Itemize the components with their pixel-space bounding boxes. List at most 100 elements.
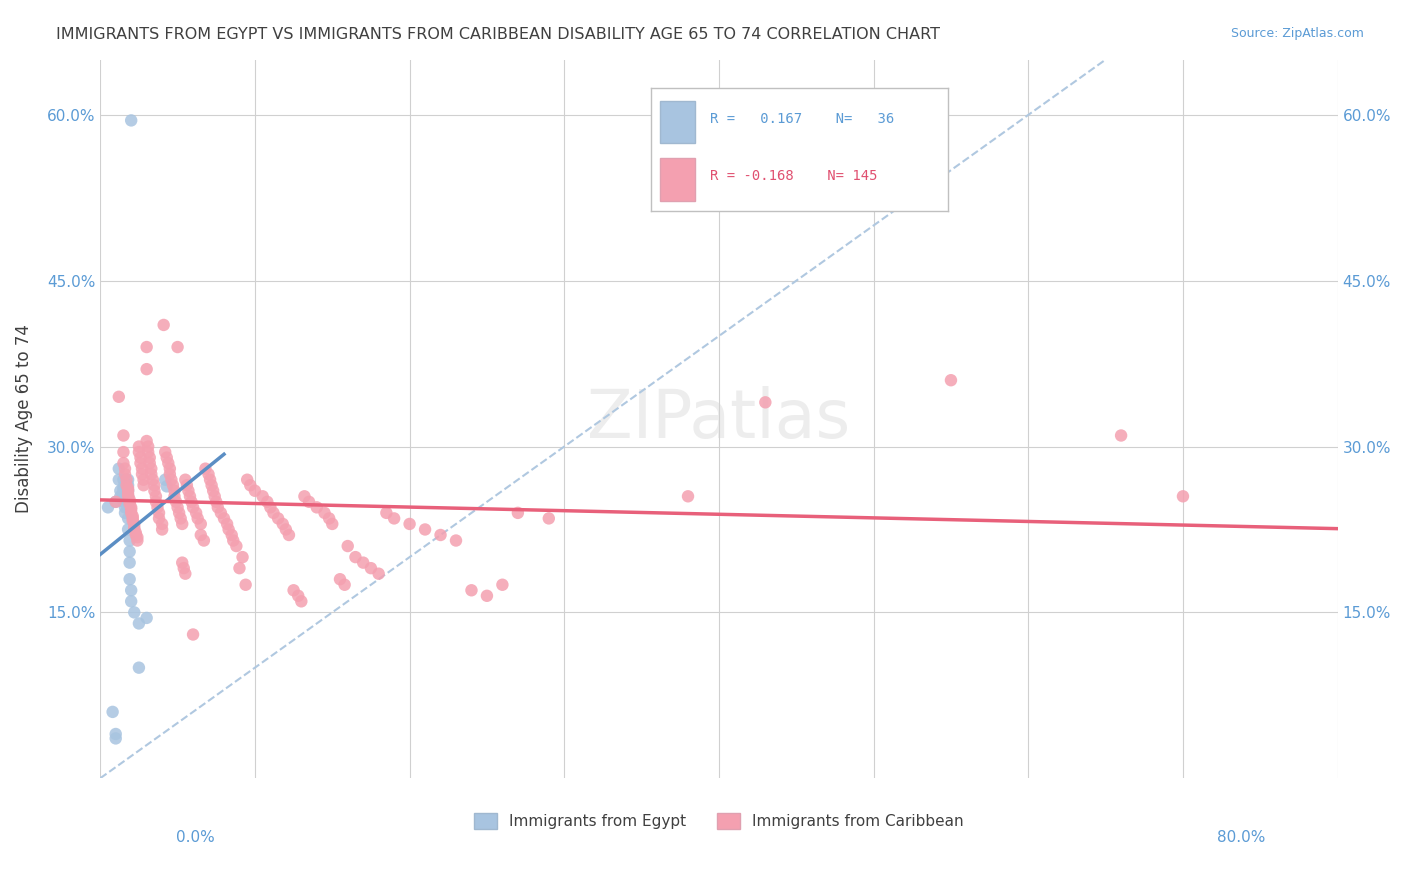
Point <box>120 583 142 598</box>
Point <box>121 509 143 524</box>
Point <box>278 528 301 542</box>
Point <box>117 489 139 503</box>
Point <box>117 500 139 515</box>
Point <box>148 511 170 525</box>
Point <box>205 495 228 509</box>
Point <box>121 514 143 528</box>
Point <box>152 318 174 332</box>
Point <box>160 473 183 487</box>
Point <box>115 478 138 492</box>
Point <box>97 500 120 515</box>
Point <box>104 731 127 746</box>
Point <box>163 483 186 498</box>
Point <box>162 478 184 492</box>
Point <box>128 661 150 675</box>
Point <box>475 589 498 603</box>
Point <box>305 500 328 515</box>
Point <box>939 373 962 387</box>
Point <box>155 445 177 459</box>
Point <box>159 467 181 482</box>
Point <box>174 473 197 487</box>
Point <box>104 495 127 509</box>
Point <box>135 434 157 448</box>
Point <box>201 478 224 492</box>
Point <box>156 450 179 465</box>
Point <box>537 511 560 525</box>
Point <box>352 556 374 570</box>
Point <box>139 450 162 465</box>
Point <box>239 478 262 492</box>
Point <box>259 500 281 515</box>
Point <box>125 525 148 540</box>
Point <box>125 528 148 542</box>
Point <box>129 456 152 470</box>
Point <box>128 440 150 454</box>
Point <box>145 495 167 509</box>
Point <box>145 489 167 503</box>
Point <box>333 578 356 592</box>
Point <box>173 561 195 575</box>
Point <box>117 511 139 525</box>
Point <box>271 516 294 531</box>
Point <box>267 511 290 525</box>
Point <box>114 467 136 482</box>
Point <box>131 461 153 475</box>
Point <box>413 523 436 537</box>
Point <box>222 533 245 548</box>
Point <box>290 594 312 608</box>
Point <box>121 511 143 525</box>
Point <box>108 461 131 475</box>
Point <box>232 550 254 565</box>
Point <box>143 483 166 498</box>
Point <box>118 544 141 558</box>
Point <box>148 506 170 520</box>
Point <box>172 556 194 570</box>
Point <box>127 533 149 548</box>
Point <box>194 461 217 475</box>
Point <box>112 495 135 509</box>
Point <box>135 362 157 376</box>
Point <box>177 483 200 498</box>
Point <box>101 705 124 719</box>
Point <box>209 506 232 520</box>
Point <box>118 495 141 509</box>
Point <box>1171 489 1194 503</box>
Point <box>112 489 135 503</box>
Point <box>176 478 198 492</box>
Point <box>156 479 179 493</box>
Point <box>314 506 336 520</box>
Point <box>118 533 141 548</box>
Point <box>294 489 316 503</box>
Point <box>179 489 201 503</box>
Point <box>181 500 204 515</box>
Point <box>172 516 194 531</box>
Point <box>135 340 157 354</box>
Point <box>108 473 131 487</box>
Point <box>235 578 257 592</box>
Point <box>375 506 398 520</box>
Point <box>263 506 285 520</box>
Point <box>120 502 142 516</box>
Point <box>165 495 187 509</box>
Point <box>274 523 297 537</box>
Point <box>190 528 212 542</box>
Point <box>197 467 219 482</box>
Point <box>117 487 139 501</box>
Point <box>186 506 208 520</box>
Point <box>124 606 146 620</box>
Point <box>118 492 141 507</box>
Point <box>115 473 138 487</box>
Point <box>157 456 180 470</box>
Point <box>117 523 139 537</box>
Point <box>114 506 136 520</box>
Point <box>117 473 139 487</box>
Text: Source: ZipAtlas.com: Source: ZipAtlas.com <box>1230 27 1364 40</box>
Point <box>128 445 150 459</box>
Point <box>112 473 135 487</box>
Point <box>112 456 135 470</box>
Point <box>141 461 163 475</box>
Point <box>120 500 142 515</box>
Point <box>321 516 343 531</box>
Text: IMMIGRANTS FROM EGYPT VS IMMIGRANTS FROM CARIBBEAN DISABILITY AGE 65 TO 74 CORRE: IMMIGRANTS FROM EGYPT VS IMMIGRANTS FROM… <box>56 27 941 42</box>
Point <box>198 473 221 487</box>
